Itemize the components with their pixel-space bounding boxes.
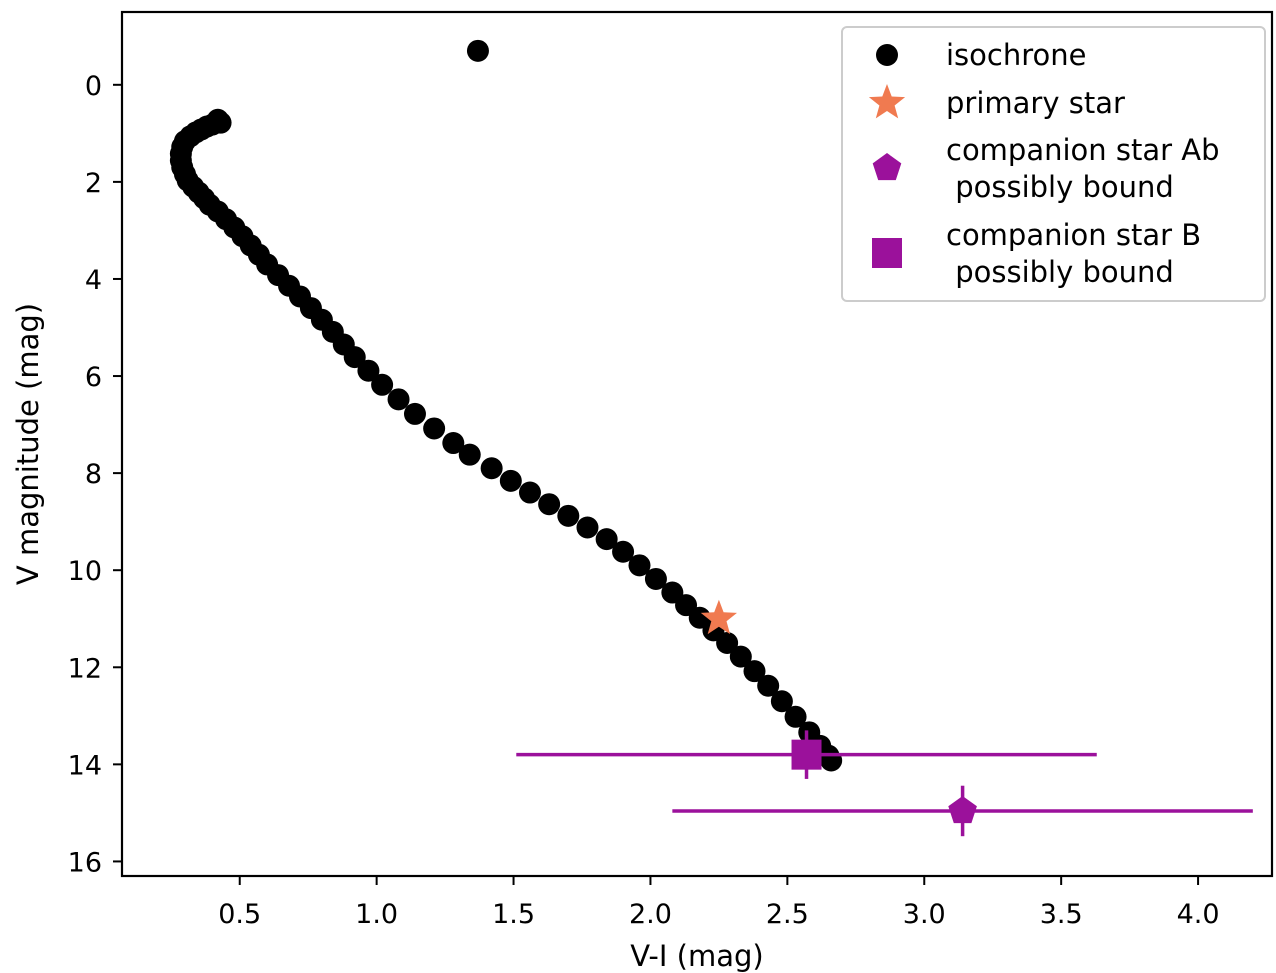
isochrone-point bbox=[518, 481, 541, 504]
legend-primary-star-label: primary star bbox=[946, 86, 1125, 120]
x-tick-label: 2.0 bbox=[629, 899, 672, 930]
x-tick-label: 1.0 bbox=[355, 899, 398, 930]
y-axis: 0 2 4 6 8 10 12 14 16 bbox=[68, 71, 122, 878]
isochrone-point bbox=[784, 705, 807, 728]
isochrone-point bbox=[770, 690, 793, 713]
y-tick-label: 2 bbox=[85, 168, 102, 199]
legend-isochrone-marker bbox=[876, 44, 898, 66]
x-tick-label: 2.5 bbox=[766, 899, 809, 930]
isochrone-point bbox=[538, 493, 561, 516]
isochrone-point bbox=[716, 632, 739, 655]
isochrone-point bbox=[466, 39, 489, 62]
y-tick-label: 12 bbox=[68, 653, 102, 684]
isochrone-point bbox=[729, 645, 752, 668]
x-tick-label: 3.0 bbox=[903, 899, 946, 930]
isochrone-point bbox=[423, 417, 446, 440]
isochrone-point bbox=[757, 674, 780, 697]
isochrone-point bbox=[595, 528, 618, 551]
legend-companion-star-Ab-marker bbox=[872, 153, 902, 181]
isochrone-point bbox=[644, 567, 667, 590]
isochrone-point bbox=[628, 554, 651, 577]
legend-companion-star-B-marker bbox=[872, 238, 902, 268]
y-tick-label: 16 bbox=[68, 847, 102, 878]
legend-primary-star-marker bbox=[868, 84, 906, 119]
isochrone-point bbox=[557, 504, 580, 527]
y-tick-label: 4 bbox=[85, 265, 102, 296]
x-axis: 0.5 1.0 1.5 2.0 2.5 3.0 3.5 4.0 bbox=[218, 876, 1220, 930]
isochrone-point bbox=[343, 346, 366, 369]
isochrone-point bbox=[403, 402, 426, 425]
isochrone-point bbox=[612, 540, 635, 563]
y-tick-label: 14 bbox=[68, 750, 102, 781]
legend-isochrone-label: isochrone bbox=[946, 38, 1086, 72]
legend-companion-star-Ab-label: companion star Ab possibly bound bbox=[946, 133, 1220, 204]
isochrone-point bbox=[442, 432, 465, 455]
primary-star-point bbox=[700, 599, 737, 635]
plot-frame bbox=[120, 10, 1274, 878]
x-axis-label: V-I (mag) bbox=[630, 939, 763, 973]
plot-marks bbox=[169, 39, 1253, 837]
x-tick-label: 0.5 bbox=[218, 899, 261, 930]
isochrone-point bbox=[371, 373, 394, 396]
isochrone-point bbox=[387, 388, 410, 411]
isochrone-point bbox=[480, 457, 503, 480]
companion-star-B-point bbox=[791, 739, 822, 770]
isochrone-point bbox=[499, 469, 522, 492]
x-tick-label: 1.5 bbox=[492, 899, 535, 930]
isochrone-point bbox=[357, 359, 380, 382]
y-axis-label: V magnitude (mag) bbox=[11, 303, 45, 585]
y-tick-label: 0 bbox=[85, 71, 102, 102]
legend: isochrone primary star companion star Ab p… bbox=[841, 26, 1266, 302]
isochrone-point bbox=[458, 443, 481, 466]
legend-frame bbox=[841, 26, 1266, 302]
x-tick-label: 4.0 bbox=[1177, 899, 1220, 930]
y-tick-label: 10 bbox=[68, 556, 102, 587]
y-tick-label: 6 bbox=[85, 362, 102, 393]
isochrone-point bbox=[820, 749, 843, 772]
y-tick-label: 8 bbox=[85, 459, 102, 490]
isochrone-point bbox=[743, 660, 766, 683]
x-tick-label: 3.5 bbox=[1040, 899, 1083, 930]
isochrone-point bbox=[576, 516, 599, 539]
companion-star-Ab-point bbox=[948, 796, 977, 824]
legend-companion-star-B-label: companion star B possibly bound bbox=[946, 218, 1201, 289]
